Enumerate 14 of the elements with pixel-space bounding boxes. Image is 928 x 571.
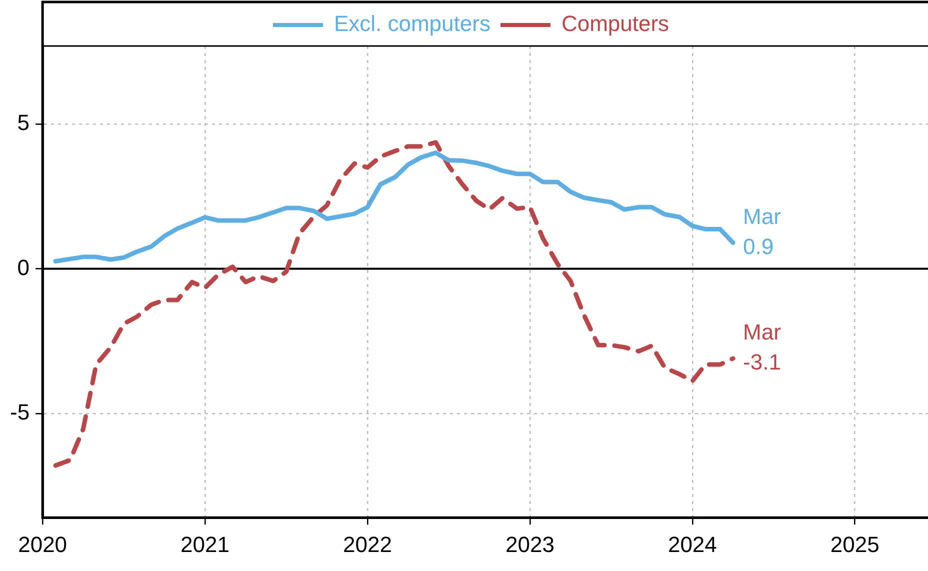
x-tick-label: 2024 xyxy=(668,532,717,557)
legend-label: Computers xyxy=(561,11,670,36)
x-tick-label: 2023 xyxy=(505,532,554,557)
x-tick-label: 2020 xyxy=(18,532,68,557)
legend-label: Excl. computers xyxy=(334,11,490,36)
y-tick-label: -5 xyxy=(10,400,30,425)
line-series xyxy=(53,140,736,468)
x-tick-label: 2022 xyxy=(343,532,392,557)
x-tick-label: 2025 xyxy=(830,532,880,557)
y-tick-label: 5 xyxy=(17,110,30,136)
x-tick-label: 2021 xyxy=(180,532,230,557)
y-tick-label: 0 xyxy=(17,254,30,280)
annotation: Mar 0.9 xyxy=(743,204,781,259)
annotation: Mar -3.1 xyxy=(743,320,781,375)
